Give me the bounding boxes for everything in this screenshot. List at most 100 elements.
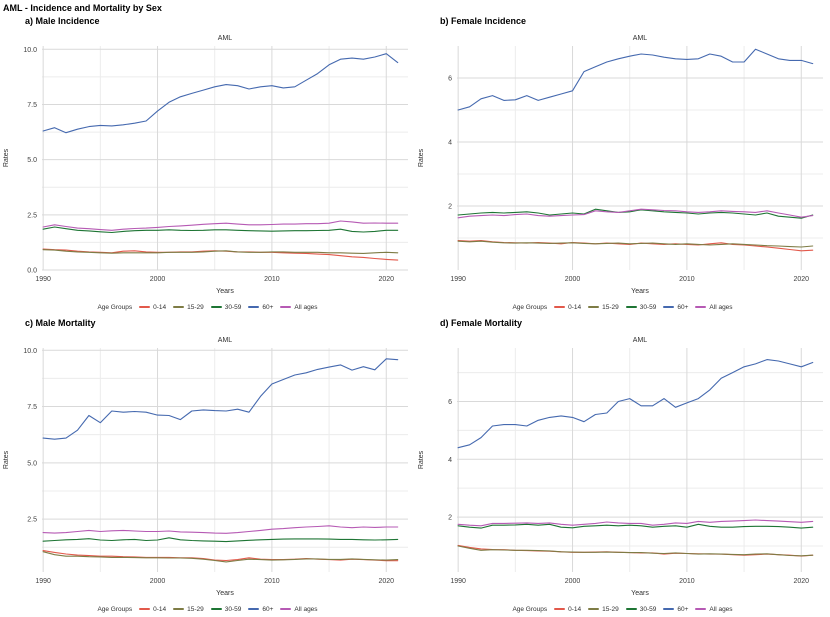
gridlines-minor bbox=[457, 348, 823, 572]
series-line-0-14 bbox=[42, 550, 399, 562]
x-axis-title: Years bbox=[216, 590, 234, 597]
legend-item-0-14: 0-14 bbox=[139, 304, 166, 311]
legend-swatch-15-29 bbox=[173, 306, 185, 308]
y-axis-title: Rates bbox=[418, 148, 425, 167]
y-tick-label: 6 bbox=[448, 76, 452, 83]
x-tick-label: 2000 bbox=[150, 578, 166, 585]
series-line-all-ages bbox=[457, 208, 814, 219]
gridlines-minor bbox=[42, 46, 408, 270]
legend-swatch-15-29 bbox=[173, 608, 185, 610]
chart-canvas-c: 2.5 5.0 7.5 10.0 1990 2000 2010 2020 AML Years Rat… bbox=[3, 337, 408, 597]
legend-item-60: 60+ bbox=[248, 606, 273, 613]
legend-item-label: 15-29 bbox=[187, 303, 204, 311]
x-tick-label: 2010 bbox=[264, 276, 280, 283]
series-line-60 bbox=[42, 53, 399, 134]
legend-item-label: 60+ bbox=[677, 605, 689, 613]
y-tick-label: 2.5 bbox=[27, 517, 37, 524]
legend-item-label: 15-29 bbox=[602, 303, 619, 311]
legend-c: Age Groups 0-14 15-29 30-59 60+ All ages bbox=[0, 602, 415, 616]
legend-item-label: 30-59 bbox=[639, 605, 657, 613]
x-tick-label: 2000 bbox=[150, 276, 166, 283]
legend-item-label: All ages bbox=[709, 303, 733, 311]
legend-item-30-59: 30-59 bbox=[210, 605, 242, 613]
legend-item-label: All ages bbox=[294, 605, 318, 613]
legend-item-30-59: 30-59 bbox=[210, 303, 242, 311]
x-axis-title: Years bbox=[216, 288, 234, 295]
panel-label-b: b) Female Incidence bbox=[440, 16, 527, 26]
legend-swatch-15-29 bbox=[588, 306, 600, 308]
legend-item-label: 15-29 bbox=[602, 605, 619, 613]
legend-title: Age Groups bbox=[512, 303, 548, 311]
series-line-15-29 bbox=[42, 249, 399, 254]
chart-title: AML bbox=[218, 337, 233, 344]
legend-title: Age Groups bbox=[97, 605, 133, 613]
panel-d: d) Female Mortality 2 4 6 1990 2000 2010 2020 A… bbox=[415, 315, 830, 617]
y-tick-label: 2 bbox=[448, 515, 452, 522]
y-tick-label: 6 bbox=[448, 399, 452, 406]
x-tick-label: 2010 bbox=[264, 578, 280, 585]
legend-item-0-14: 0-14 bbox=[554, 304, 581, 311]
y-tick-label: 5.0 bbox=[27, 157, 37, 164]
x-tick-label: 2000 bbox=[565, 276, 581, 283]
y-tick-label: 0.0 bbox=[27, 268, 37, 275]
legend-swatch-0-14 bbox=[139, 306, 151, 308]
legend-title: Age Groups bbox=[97, 303, 133, 311]
legend-item-15-29: 15-29 bbox=[588, 606, 619, 613]
legend-item-label: 0-14 bbox=[153, 605, 167, 613]
legend-swatch-all-ages bbox=[280, 608, 292, 610]
legend-item-30-59: 30-59 bbox=[625, 605, 657, 613]
x-tick-label: 2020 bbox=[793, 276, 809, 283]
x-tick-label: 1990 bbox=[35, 276, 51, 283]
x-tick-label: 1990 bbox=[450, 276, 466, 283]
legend-item-label: 30-59 bbox=[224, 303, 242, 311]
legend-item-30-59: 30-59 bbox=[625, 304, 656, 311]
y-tick-label: 7.5 bbox=[27, 102, 37, 109]
series-line-all-ages bbox=[42, 220, 399, 231]
series-line-15-29 bbox=[457, 545, 814, 557]
y-tick-label: 7.5 bbox=[27, 404, 37, 411]
x-tick-label: 1990 bbox=[35, 578, 51, 585]
x-axis-title: Years bbox=[631, 288, 649, 295]
x-tick-label: 2020 bbox=[793, 578, 809, 585]
chart-title: AML bbox=[633, 337, 648, 344]
y-tick-label: 2 bbox=[448, 204, 452, 211]
legend-swatch-all-ages bbox=[695, 608, 707, 610]
series-line-30-59 bbox=[457, 523, 814, 529]
legend-a: Age Groups 0-14 15-29 30-59 60+ All ages bbox=[0, 300, 415, 314]
legend-swatch-15-29 bbox=[588, 608, 600, 610]
legend-swatch-30-59 bbox=[210, 306, 222, 308]
legend-swatch-30-59 bbox=[625, 306, 637, 308]
legend-title: Age Groups bbox=[512, 605, 548, 613]
legend-item-0-14: 0-14 bbox=[554, 606, 581, 613]
legend-swatch-60 bbox=[248, 306, 260, 308]
legend-item-60: 60+ bbox=[663, 304, 688, 311]
series-line-15-29 bbox=[42, 551, 399, 563]
x-tick-label: 2010 bbox=[679, 276, 695, 283]
x-tick-label: 2000 bbox=[565, 578, 581, 585]
legend-swatch-all-ages bbox=[695, 306, 707, 308]
chart-title: AML bbox=[633, 35, 648, 42]
legend-swatch-0-14 bbox=[554, 306, 566, 308]
legend-item-label: 30-59 bbox=[224, 605, 242, 613]
x-tick-label: 1990 bbox=[450, 578, 466, 585]
series-line-all-ages bbox=[457, 519, 814, 527]
y-axis-title: Rates bbox=[418, 450, 425, 469]
legend-item-label: 60+ bbox=[262, 605, 274, 613]
y-tick-label: 4 bbox=[448, 457, 452, 464]
panel-b: b) Female Incidence 2 4 6 1990 2000 2010 2020 A… bbox=[415, 13, 830, 315]
legend-item-all-ages: All ages bbox=[280, 304, 318, 311]
panel-label-d: d) Female Mortality bbox=[440, 318, 523, 328]
gridlines-major bbox=[42, 348, 408, 572]
legend-item-label: All ages bbox=[709, 605, 733, 613]
legend-b: Age Groups 0-14 15-29 30-59 60+ All ages bbox=[415, 300, 830, 314]
panel-label-c: c) Male Mortality bbox=[25, 318, 96, 328]
series-line-60 bbox=[457, 359, 814, 449]
y-tick-label: 4 bbox=[448, 140, 452, 147]
legend-item-label: 15-29 bbox=[187, 605, 204, 613]
legend-item-label: 60+ bbox=[262, 303, 274, 311]
legend-item-label: 0-14 bbox=[153, 303, 167, 311]
legend-item-all-ages: All ages bbox=[695, 303, 733, 311]
series-line-15-29 bbox=[457, 240, 814, 248]
panel-grid: a) Male Incidence 0.0 2.5 5.0 7.5 10.0 1990 20… bbox=[0, 13, 830, 617]
chart-title: AML bbox=[218, 35, 233, 42]
